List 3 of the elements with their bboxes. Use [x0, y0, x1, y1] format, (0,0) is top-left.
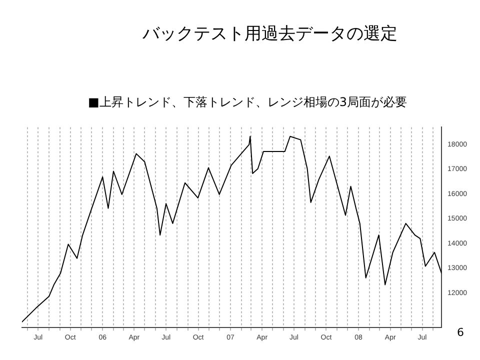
chart-title: バックテスト用過去データの選定	[142, 23, 398, 45]
chart-subtitle: ■上昇トレンド、下落トレンド、レンジ相場の3局面が必要	[88, 94, 407, 111]
text: 6	[457, 326, 464, 339]
